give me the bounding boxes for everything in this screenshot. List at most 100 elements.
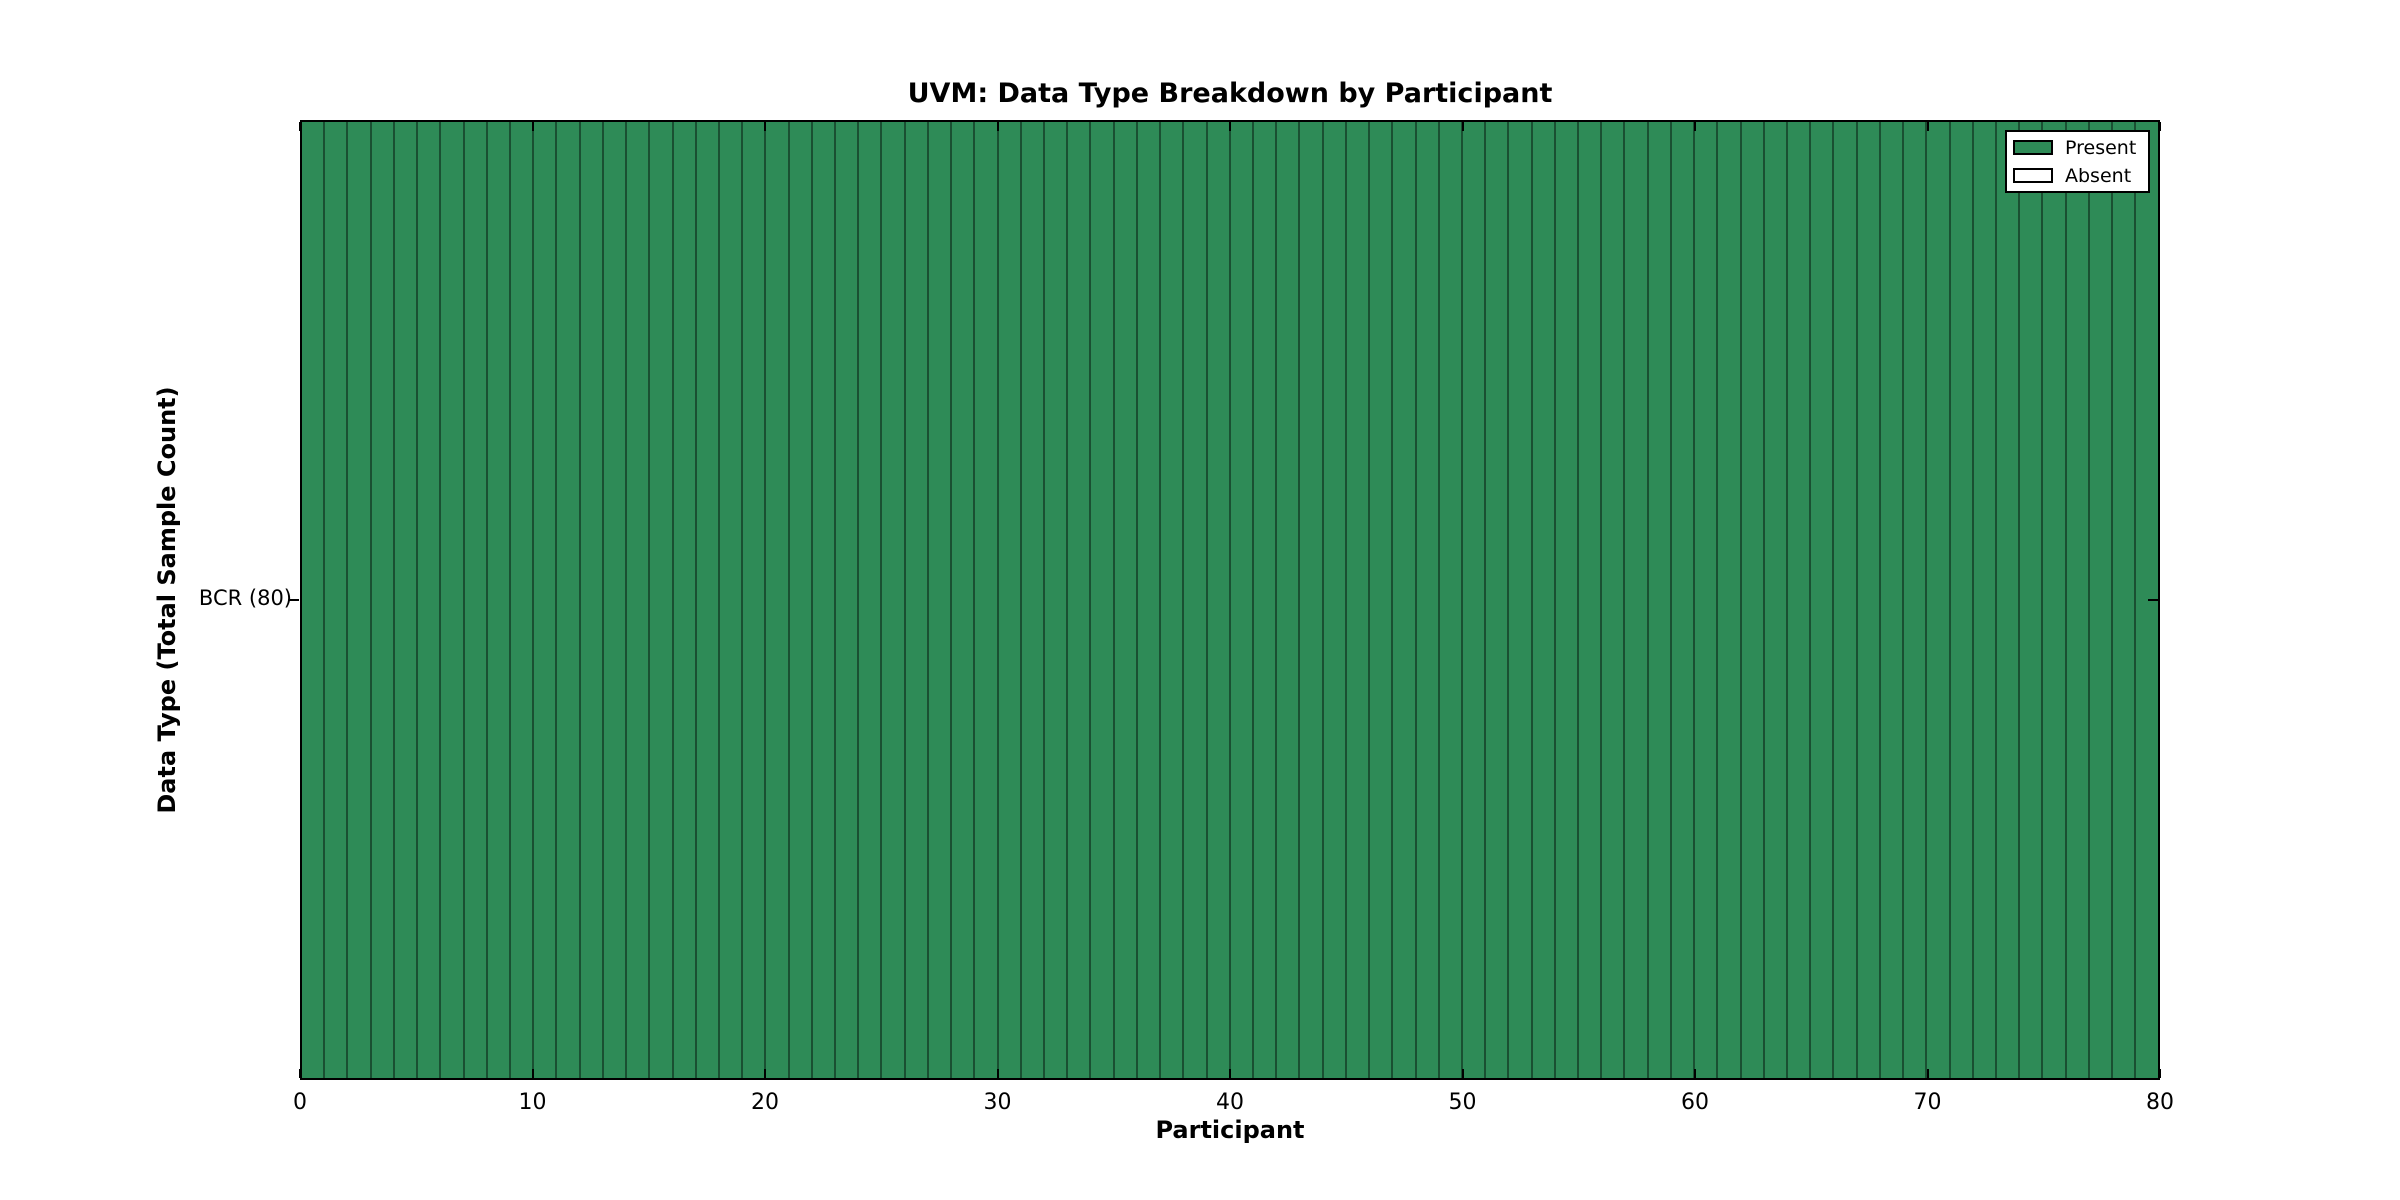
legend-label-absent: Absent	[2065, 164, 2132, 187]
participant-cell	[859, 122, 883, 1078]
participant-cell	[1532, 122, 1556, 1078]
participant-cell	[1184, 122, 1208, 1078]
participant-cell	[1857, 122, 1881, 1078]
participant-cell	[2020, 122, 2044, 1078]
participant-cell	[812, 122, 837, 1078]
participant-cell	[418, 122, 442, 1078]
participant-cell	[1137, 122, 1162, 1078]
x-tick-mark-bottom	[996, 1069, 999, 1078]
participant-cell	[325, 122, 349, 1078]
participant-cell	[510, 122, 535, 1078]
participant-cell	[371, 122, 395, 1078]
participant-cell	[1811, 122, 1835, 1078]
participant-cell	[1416, 122, 1440, 1078]
x-tick-mark-top	[1229, 122, 1231, 131]
legend-entry-absent: Absent	[2013, 165, 2142, 187]
y-axis-label: Data Type (Total Sample Count)	[153, 386, 181, 814]
participant-cell	[1300, 122, 1324, 1078]
participant-cell	[464, 122, 488, 1078]
x-tick-label: 60	[1681, 1090, 1709, 1115]
participant-cell	[1253, 122, 1278, 1078]
x-tick-label: 40	[1216, 1090, 1244, 1115]
participant-cell	[719, 122, 744, 1078]
x-tick-mark-bottom	[1461, 1069, 1464, 1078]
participant-cell	[2089, 122, 2114, 1078]
participant-cell	[394, 122, 419, 1078]
participant-cell	[603, 122, 628, 1078]
presence-matrix-row	[302, 122, 2158, 1078]
participant-cell	[1486, 122, 1510, 1078]
x-tick-mark-bottom	[1926, 1069, 1929, 1078]
participant-cell	[882, 122, 906, 1078]
participant-cell	[302, 122, 326, 1078]
y-tick-label: BCR (80)	[198, 586, 292, 610]
x-tick-mark-bottom	[1229, 1069, 1231, 1078]
participant-cell	[1021, 122, 1045, 1078]
participant-cell	[1462, 122, 1487, 1078]
x-tick-mark-bottom	[764, 1069, 766, 1078]
participant-cell	[2136, 122, 2158, 1078]
participant-cell	[2066, 122, 2090, 1078]
participant-cell	[905, 122, 929, 1078]
participant-cell	[1996, 122, 2021, 1078]
participant-cell	[1045, 122, 1069, 1078]
participant-cell	[1091, 122, 1115, 1078]
participant-cell	[580, 122, 604, 1078]
absent-swatch-icon	[2013, 168, 2053, 183]
x-tick-mark-top	[1926, 122, 1929, 131]
legend: Present Absent	[2005, 130, 2150, 193]
participant-cell	[1904, 122, 1928, 1078]
x-tick-label: 10	[518, 1090, 547, 1115]
participant-cell	[1602, 122, 1626, 1078]
participant-cell	[1346, 122, 1371, 1078]
participant-cell	[1068, 122, 1092, 1078]
y-tick-mark-right	[2148, 599, 2158, 601]
chart-title: UVM: Data Type Breakdown by Participant	[907, 78, 1553, 109]
participant-cell	[348, 122, 372, 1078]
participant-cell	[1370, 122, 1394, 1078]
present-swatch-icon	[2013, 140, 2053, 155]
participant-cell	[789, 122, 813, 1078]
x-tick-mark-top	[764, 122, 766, 131]
legend-entry-present: Present	[2013, 137, 2142, 159]
x-tick-label: 0	[293, 1090, 307, 1115]
participant-cell	[1695, 122, 1719, 1078]
participant-cell	[1671, 122, 1696, 1078]
participant-cell	[1555, 122, 1580, 1078]
participant-cell	[1950, 122, 1974, 1078]
participant-cell	[975, 122, 999, 1078]
participant-cell	[743, 122, 767, 1078]
plot-area	[300, 120, 2160, 1080]
x-tick-mark-top	[1694, 122, 1696, 131]
legend-label-present: Present	[2065, 136, 2137, 159]
participant-cell	[1277, 122, 1301, 1078]
participant-cell	[1230, 122, 1254, 1078]
x-tick-mark-top	[996, 122, 999, 131]
x-tick-mark-bottom	[2159, 1069, 2161, 1078]
participant-cell	[1509, 122, 1533, 1078]
x-tick-label: 50	[1448, 1090, 1477, 1115]
participant-cell	[1741, 122, 1765, 1078]
participant-cell	[1439, 122, 1463, 1078]
x-tick-label: 20	[751, 1090, 779, 1115]
x-tick-mark-top	[531, 122, 534, 131]
participant-cell	[627, 122, 651, 1078]
participant-cell	[1764, 122, 1788, 1078]
participant-cell	[928, 122, 953, 1078]
x-tick-mark-top	[1461, 122, 1464, 131]
participant-cell	[1648, 122, 1672, 1078]
participant-cell	[1579, 122, 1603, 1078]
participant-cell	[998, 122, 1022, 1078]
x-tick-mark-top	[2159, 122, 2161, 131]
participant-cell	[1973, 122, 1997, 1078]
participant-cell	[1393, 122, 1417, 1078]
participant-cell	[1788, 122, 1812, 1078]
x-tick-label: 30	[983, 1090, 1012, 1115]
x-tick-mark-bottom	[1694, 1069, 1696, 1078]
participant-cell	[673, 122, 697, 1078]
participant-cell	[1927, 122, 1951, 1078]
participant-cell	[836, 122, 860, 1078]
participant-cell	[1625, 122, 1649, 1078]
x-tick-mark-top	[299, 122, 301, 131]
